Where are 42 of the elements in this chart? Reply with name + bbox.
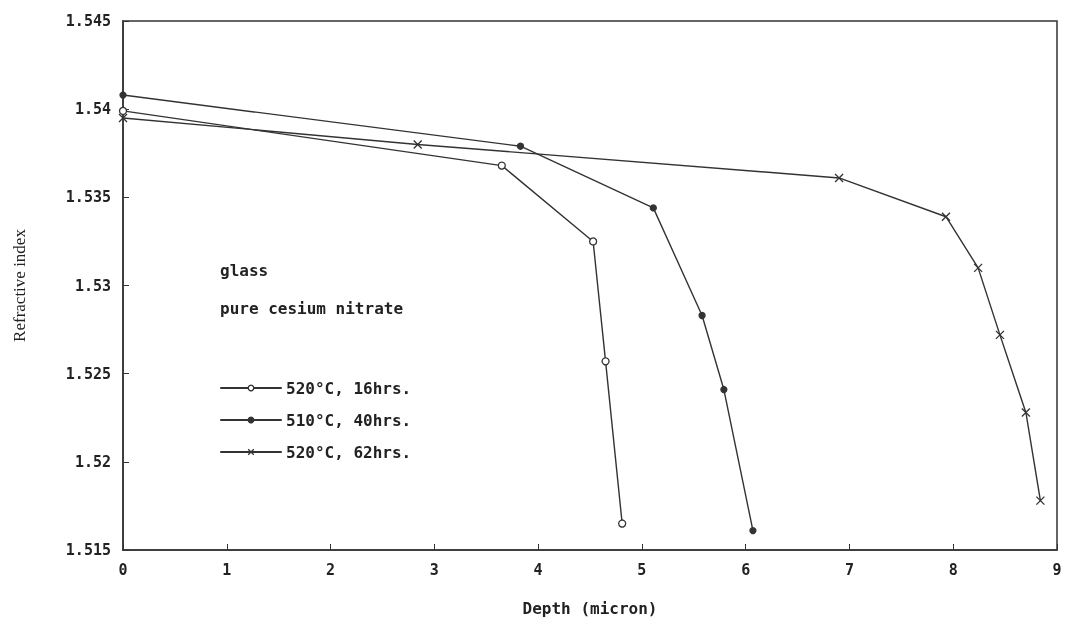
y-tick-label: 1.545 [65,12,111,30]
point [588,237,598,246]
x-tick-label: 8 [948,560,958,579]
x-tick-label: 4 [533,560,543,579]
point [973,263,983,273]
point [1035,495,1046,506]
y-tick-label: 1.54 [74,100,111,119]
point [995,330,1005,340]
point [698,311,706,320]
point [1021,407,1031,418]
x-tick-label: 5 [637,560,647,579]
point [601,357,610,366]
x-tick-label: 2 [326,560,336,579]
annotation: pure cesium nitrate [220,298,404,318]
annotation: glass [220,260,269,280]
point [649,204,657,212]
legend-label: 520°C, 16hrs. [286,378,412,398]
legend-label: 520°C, 62hrs. [286,442,412,462]
x-tick-label: 9 [1052,560,1062,579]
point [413,139,423,150]
point [119,91,127,99]
y-axis-title: Refractive index [10,228,29,342]
x-tick-label: 0 [118,560,128,579]
point [720,385,728,394]
x-tick-label: 1 [222,560,232,579]
y-tick-label: 1.525 [65,364,111,383]
y-tick-label: 1.515 [65,541,111,559]
y-tick-label: 1.535 [65,188,111,207]
x-axis-title: Depth (micron) [522,598,658,618]
legend-label: 510°C, 40hrs. [286,410,412,430]
y-tick-label: 1.52 [74,452,111,471]
point [941,212,951,222]
point [516,142,525,150]
point [118,113,128,123]
point [749,526,757,535]
point [618,519,627,528]
x-tick-label: 7 [844,560,854,579]
point [834,173,844,183]
x-tick-label: 6 [741,560,751,579]
y-tick-label: 1.53 [74,276,111,295]
point [497,161,506,170]
x-tick-label: 3 [429,560,439,579]
